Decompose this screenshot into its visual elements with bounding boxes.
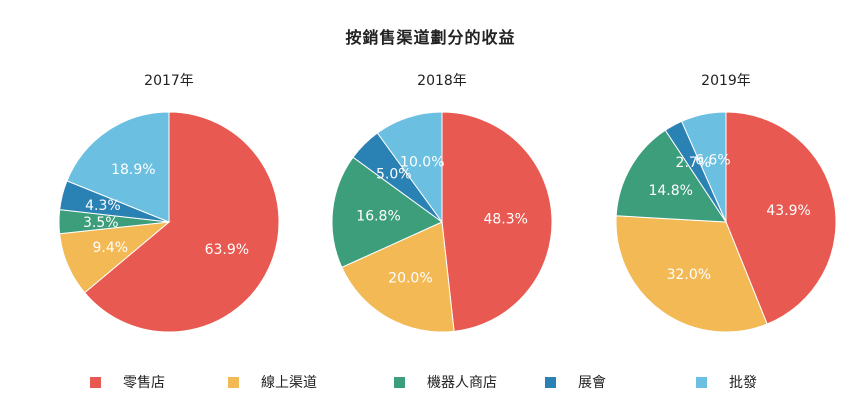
pie-slice-wholesale — [681, 111, 727, 223]
legend-swatch — [696, 376, 707, 388]
legend-item-expo: 展會 — [545, 372, 606, 392]
data-label-wholesale: 10.0% — [400, 154, 444, 170]
data-label-expo: 5.0% — [376, 167, 412, 183]
legend-item-retail: 零售店 — [90, 372, 165, 392]
legend-label: 批發 — [729, 375, 757, 391]
legend: 零售店 線上渠道 機器人商店 展會 批發 — [0, 372, 861, 402]
pie-chart-2019: 2019年 43.9% 32.0% 14.8% 2.7% 6.6% — [606, 62, 846, 362]
legend-item-wholesale: 批發 — [696, 372, 757, 392]
data-label-online: 32.0% — [667, 267, 711, 283]
pie-slice-retail — [725, 111, 837, 325]
pie-slice-wholesale — [66, 111, 170, 223]
pie-slice-online — [341, 221, 455, 333]
data-label-online: 9.4% — [93, 240, 129, 256]
data-label-expo: 4.3% — [85, 198, 121, 214]
legend-label: 線上渠道 — [261, 375, 317, 391]
legend-swatch — [394, 376, 405, 388]
data-label-retail: 43.9% — [766, 203, 810, 219]
legend-swatch — [90, 376, 101, 388]
pie-chart-svg: 43.9% 32.0% 14.8% 2.7%6.6% — [615, 111, 837, 333]
data-label-retail: 63.9% — [205, 242, 249, 258]
pie-slice-machine — [615, 129, 727, 223]
legend-label: 零售店 — [123, 375, 165, 391]
data-label-online: 20.0% — [388, 270, 432, 286]
page-title: 按銷售渠道劃分的收益 — [345, 28, 516, 47]
pie-slice-machine — [331, 156, 443, 269]
pie-slice-wholesale — [376, 111, 443, 224]
legend-swatch — [545, 376, 556, 388]
pie-chart-svg: 63.9% 9.4% 3.5%4.3% 18.9% — [58, 111, 280, 333]
pie-chart-2018: 2018年 48.3% 20.0% 16.8% 5.0% 10.0% — [322, 62, 562, 362]
chart-title: 2017年 — [144, 73, 194, 89]
data-label-machine: 16.8% — [356, 209, 400, 225]
pie-chart-2017: 2017年 63.9% 9.4% 3.5% 4.3% 18.9% — [49, 62, 289, 362]
pie-slice-retail — [83, 111, 280, 333]
pie-chart-svg: 48.3% 20.0% 16.8% 5.0%10.0% — [331, 111, 553, 333]
chart-title: 2018年 — [417, 73, 467, 89]
data-label-wholesale: 18.9% — [111, 162, 155, 178]
chart-title: 2019年 — [701, 73, 751, 89]
data-label-expo: 2.7% — [676, 155, 712, 171]
legend-label: 機器人商店 — [427, 375, 497, 391]
legend-item-machine: 機器人商店 — [394, 372, 497, 392]
pie-slice-retail — [441, 111, 553, 332]
legend-item-online: 線上渠道 — [228, 372, 317, 392]
data-label-machine: 14.8% — [648, 183, 692, 199]
data-label-retail: 48.3% — [483, 211, 527, 227]
legend-label: 展會 — [578, 375, 606, 391]
pie-slice-online — [615, 215, 768, 333]
data-label-machine: 3.5% — [83, 215, 119, 231]
legend-swatch — [228, 376, 239, 388]
data-label-wholesale: 6.6% — [695, 153, 731, 169]
